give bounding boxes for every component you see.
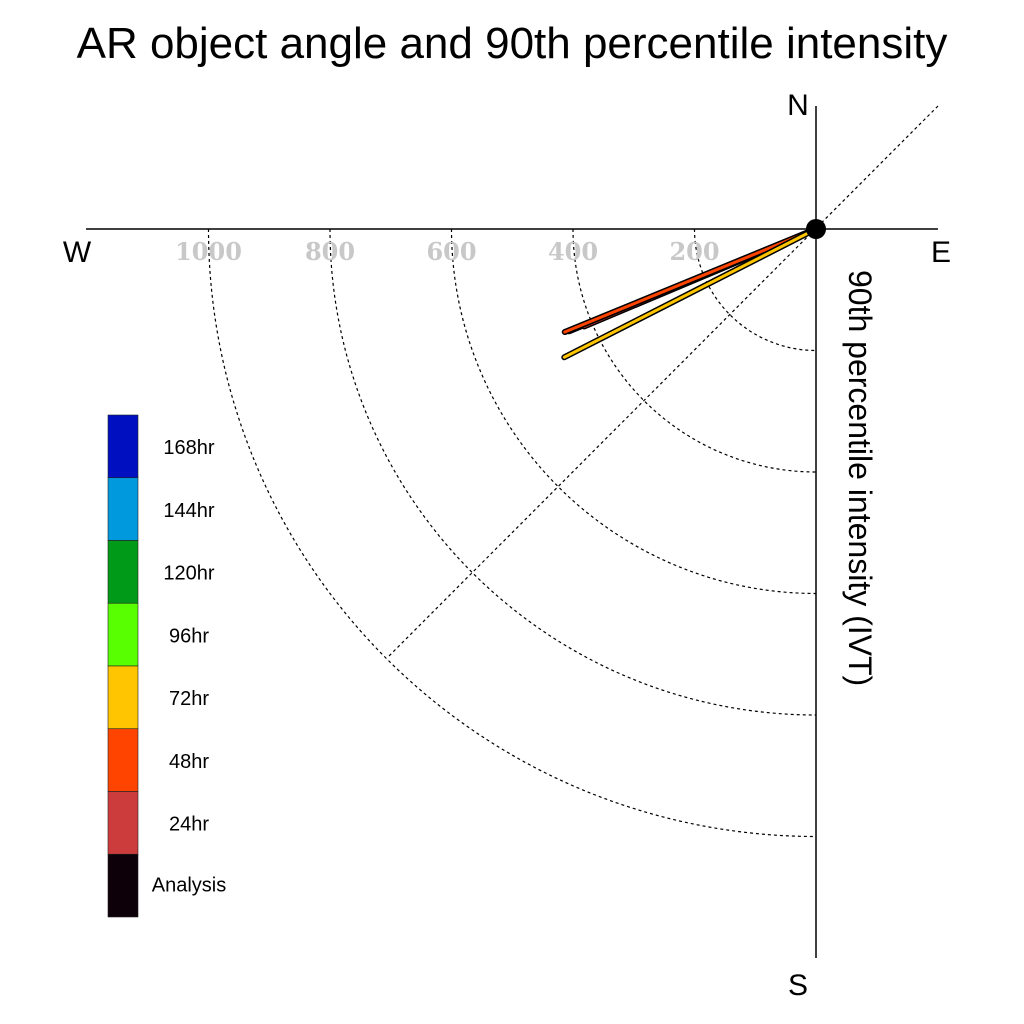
compass-west: W — [63, 236, 92, 269]
diagonal-guide — [386, 105, 939, 659]
legend-swatch — [107, 414, 139, 479]
legend-swatch — [107, 728, 139, 792]
legend-label: 144hr — [163, 500, 214, 522]
legend-swatch — [107, 665, 139, 730]
compass-south: S — [788, 969, 808, 1002]
compass-east: E — [931, 236, 951, 269]
origin-marker — [806, 219, 826, 239]
legend-label: 120hr — [163, 563, 214, 585]
radial-tick-label: 400 — [548, 237, 598, 266]
legend-label: 72hr — [169, 688, 209, 710]
legend-swatch — [107, 853, 139, 918]
radial-rings — [207, 228, 817, 838]
legend-label: 168hr — [163, 437, 214, 459]
legend-swatch — [107, 602, 139, 667]
radial-ring — [207, 228, 817, 838]
radial-ring — [572, 228, 817, 473]
legend-label: 96hr — [169, 625, 209, 647]
radial-ring — [329, 228, 817, 716]
legend-label: 24hr — [169, 814, 209, 836]
radial-axis-label: 90th percentile intensity (IVT) — [842, 270, 878, 686]
radial-tick-label: 600 — [426, 237, 476, 266]
radial-tick-label: 800 — [305, 237, 355, 266]
radial-tick-label: 200 — [669, 237, 719, 266]
legend-swatch — [107, 791, 139, 855]
chart-title: AR object angle and 90th percentile inte… — [77, 19, 948, 68]
legend-swatch — [107, 477, 139, 541]
vector-line — [563, 227, 818, 334]
legend-label: 48hr — [169, 751, 209, 773]
vector-line — [562, 227, 818, 359]
vector-48hr — [561, 226, 819, 336]
legend: 168hr 144hr 120hr 96hr 72hr 48hr 24hr Analysis — [107, 414, 226, 918]
data-vectors — [561, 226, 819, 361]
legend-label: Analysis — [152, 874, 226, 896]
legend-swatch — [107, 540, 139, 604]
radial-ring — [450, 228, 817, 595]
radial-ring — [693, 228, 817, 352]
radial-tick-label: 1000 — [175, 237, 242, 266]
radial-tick-labels: 200 400 600 800 1000 — [175, 237, 719, 266]
vector-72hr — [561, 226, 819, 361]
compass-north: N — [787, 89, 809, 122]
